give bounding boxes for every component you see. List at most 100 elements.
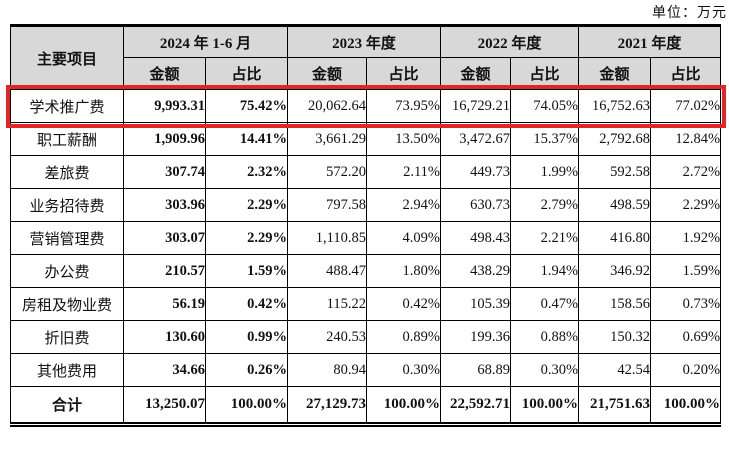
- period-header-2021: 2021 年度: [578, 25, 722, 58]
- amount-cell: 22,592.71: [440, 386, 512, 425]
- period-header-2022: 2022 年度: [440, 25, 580, 58]
- ratio-cell: 0.30%: [510, 353, 580, 387]
- item-name: 合计: [10, 386, 124, 425]
- ratio-cell: 15.37%: [510, 122, 580, 156]
- ratio-cell: 100.00%: [365, 386, 442, 425]
- ratio-cell: 0.88%: [510, 320, 580, 354]
- table-row: 差旅费 307.74 2.32% 572.20 2.11% 449.73 1.99% 592.…: [10, 155, 722, 189]
- item-column-header: 主要项目: [10, 25, 124, 90]
- ratio-header: 占比: [650, 57, 722, 90]
- ratio-cell: 2.32%: [205, 155, 288, 189]
- table-row: 业务招待费 303.96 2.29% 797.58 2.94% 630.73 2.79% 49…: [10, 188, 722, 222]
- ratio-cell: 1.80%: [365, 254, 442, 288]
- amount-cell: 56.19: [123, 287, 206, 321]
- table-row: 房租及物业费 56.19 0.42% 115.22 0.42% 105.39 0.47% 15…: [10, 287, 722, 321]
- ratio-cell: 100.00%: [510, 386, 580, 425]
- ratio-header: 占比: [510, 57, 580, 90]
- ratio-cell: 74.05%: [510, 89, 580, 123]
- period-header-2023: 2023 年度: [286, 25, 442, 58]
- item-name: 业务招待费: [10, 188, 124, 222]
- ratio-cell: 0.69%: [650, 320, 722, 354]
- amount-cell: 105.39: [440, 287, 512, 321]
- document-page: 单位：万元 主要项目 2024 年 1-6 月 2023 年度 2022 年度 …: [5, 0, 729, 427]
- amount-cell: 3,472.67: [440, 122, 512, 156]
- amount-cell: 34.66: [123, 353, 206, 387]
- ratio-cell: 0.42%: [365, 287, 442, 321]
- amount-cell: 115.22: [287, 287, 367, 321]
- ratio-cell: 77.02%: [650, 89, 722, 123]
- amount-cell: 498.43: [440, 221, 512, 255]
- amount-cell: 303.96: [123, 188, 206, 222]
- ratio-cell: 0.20%: [650, 353, 722, 387]
- ratio-cell: 2.21%: [510, 221, 580, 255]
- amount-cell: 68.89: [440, 353, 512, 387]
- ratio-cell: 0.73%: [650, 287, 722, 321]
- amount-cell: 9,993.31: [123, 89, 206, 123]
- ratio-cell: 14.41%: [205, 122, 288, 156]
- ratio-cell: 2.29%: [650, 188, 722, 222]
- amount-cell: 27,129.73: [287, 386, 367, 425]
- ratio-header: 占比: [365, 57, 442, 90]
- amount-cell: 240.53: [287, 320, 367, 354]
- amount-header: 金额: [287, 57, 367, 90]
- amount-cell: 199.36: [440, 320, 512, 354]
- amount-cell: 346.92: [578, 254, 652, 288]
- amount-cell: 80.94: [287, 353, 367, 387]
- ratio-cell: 1.92%: [650, 221, 722, 255]
- amount-header: 金额: [123, 57, 206, 90]
- ratio-cell: 1.59%: [650, 254, 722, 288]
- ratio-cell: 0.89%: [365, 320, 442, 354]
- ratio-cell: 0.26%: [205, 353, 288, 387]
- expense-table: 主要项目 2024 年 1-6 月 2023 年度 2022 年度 2021 年…: [5, 24, 726, 427]
- item-name: 学术推广费: [10, 89, 124, 123]
- amount-cell: 630.73: [440, 188, 512, 222]
- amount-cell: 303.07: [123, 221, 206, 255]
- amount-header: 金额: [578, 57, 652, 90]
- header-row-periods: 主要项目 2024 年 1-6 月 2023 年度 2022 年度 2021 年…: [10, 25, 722, 90]
- ratio-cell: 2.11%: [365, 155, 442, 189]
- ratio-cell: 1.99%: [510, 155, 580, 189]
- ratio-cell: 2.29%: [205, 221, 288, 255]
- amount-cell: 438.29: [440, 254, 512, 288]
- ratio-cell: 0.99%: [205, 320, 288, 354]
- item-name: 办公费: [10, 254, 124, 288]
- amount-cell: 158.56: [578, 287, 652, 321]
- amount-cell: 1,909.96: [123, 122, 206, 156]
- period-header-2024: 2024 年 1-6 月: [123, 25, 288, 58]
- amount-cell: 797.58: [287, 188, 367, 222]
- amount-cell: 3,661.29: [287, 122, 367, 156]
- amount-cell: 449.73: [440, 155, 512, 189]
- table-row: 学术推广费 9,993.31 75.42% 20,062.64 73.95% 16,729…: [5, 84, 726, 128]
- ratio-cell: 1.59%: [205, 254, 288, 288]
- ratio-header: 占比: [205, 57, 288, 90]
- table-row: 办公费 210.57 1.59% 488.47 1.80% 438.29 1.94% 346.…: [10, 254, 722, 288]
- ratio-cell: 2.72%: [650, 155, 722, 189]
- amount-cell: 42.54: [578, 353, 652, 387]
- ratio-cell: 0.30%: [365, 353, 442, 387]
- unit-label: 单位：万元: [652, 6, 727, 21]
- ratio-cell: 2.79%: [510, 188, 580, 222]
- table-row: 其他费用 34.66 0.26% 80.94 0.30% 68.89 0.30% 42.54 0…: [10, 353, 722, 387]
- table-row: 职工薪酬 1,909.96 14.41% 3,661.29 13.50% 3,472.67…: [10, 122, 722, 156]
- total-row: 合计 13,250.07 100.00% 27,129.73 100.00% 22,592…: [10, 386, 722, 425]
- amount-cell: 150.32: [578, 320, 652, 354]
- amount-header: 金额: [440, 57, 512, 90]
- ratio-cell: 13.50%: [365, 122, 442, 156]
- amount-cell: 572.20: [287, 155, 367, 189]
- amount-cell: 13,250.07: [123, 386, 206, 425]
- item-name: 折旧费: [10, 320, 124, 354]
- amount-cell: 307.74: [123, 155, 206, 189]
- ratio-cell: 2.29%: [205, 188, 288, 222]
- ratio-cell: 75.42%: [205, 89, 288, 123]
- ratio-cell: 73.95%: [365, 89, 442, 123]
- amount-cell: 416.80: [578, 221, 652, 255]
- ratio-cell: 0.47%: [510, 287, 580, 321]
- amount-cell: 130.60: [123, 320, 206, 354]
- ratio-cell: 0.42%: [205, 287, 288, 321]
- amount-cell: 2,792.68: [578, 122, 652, 156]
- ratio-cell: 2.94%: [365, 188, 442, 222]
- item-name: 职工薪酬: [10, 122, 124, 156]
- amount-cell: 16,729.21: [440, 89, 512, 123]
- amount-cell: 20,062.64: [287, 89, 367, 123]
- amount-cell: 210.57: [123, 254, 206, 288]
